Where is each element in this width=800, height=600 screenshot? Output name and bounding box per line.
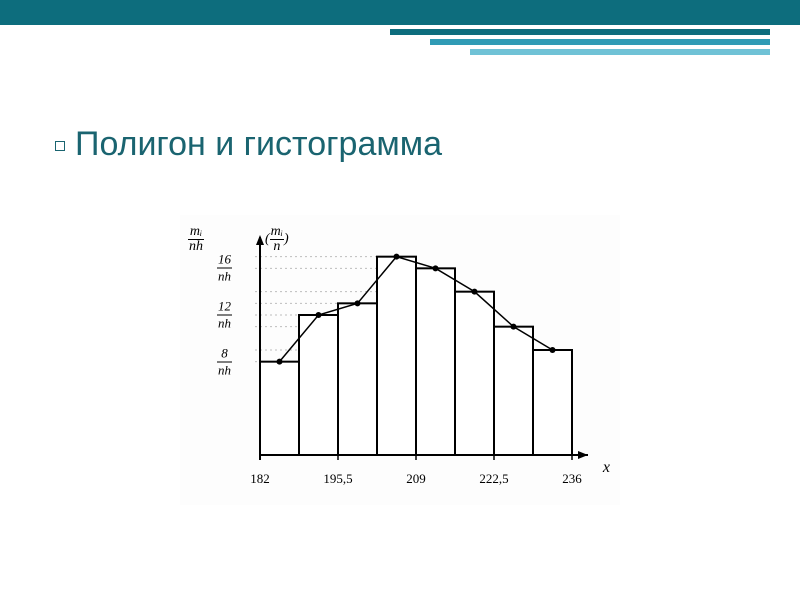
y-tick: 8nh	[180, 345, 240, 378]
slide-title: Полигон и гистограмма	[55, 125, 442, 164]
title-text: Полигон и гистограмма	[75, 125, 442, 163]
stripe-2	[430, 39, 770, 45]
x-tick: 222,5	[479, 471, 508, 487]
stripe-1	[390, 29, 770, 35]
x-tick: 209	[406, 471, 426, 487]
y-axis-outer-label: mᵢnh	[188, 225, 204, 254]
header-decoration	[0, 0, 800, 65]
header-stripes	[390, 25, 770, 55]
header-bar	[0, 0, 800, 25]
x-tick: 236	[562, 471, 582, 487]
stripe-3	[470, 49, 770, 55]
y-tick: 12nh	[180, 299, 240, 332]
x-tick: 182	[250, 471, 270, 487]
chart-area	[255, 235, 590, 460]
x-axis-label: x	[603, 459, 610, 477]
chart-figure: mᵢnh (mᵢn) 8nh 12nh 16nh 182 195,5 209 2…	[180, 215, 620, 505]
x-tick: 195,5	[323, 471, 352, 487]
chart-svg	[255, 235, 590, 460]
y-tick: 16nh	[180, 252, 240, 285]
title-bullet	[55, 141, 65, 151]
